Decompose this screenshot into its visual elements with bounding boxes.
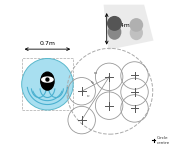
- Circle shape: [22, 58, 73, 110]
- Text: 0.7m: 0.7m: [39, 41, 55, 46]
- Text: $r_a$: $r_a$: [93, 71, 98, 77]
- Text: $r_c$: $r_c$: [86, 93, 91, 100]
- Text: $r_b$: $r_b$: [90, 80, 95, 87]
- Circle shape: [129, 18, 143, 32]
- Ellipse shape: [108, 24, 121, 40]
- Ellipse shape: [46, 78, 49, 81]
- Text: Circle
centre: Circle centre: [157, 136, 170, 145]
- Polygon shape: [104, 5, 154, 50]
- Ellipse shape: [42, 77, 53, 82]
- Ellipse shape: [41, 72, 54, 90]
- Ellipse shape: [130, 25, 143, 40]
- Text: 0.54m: 0.54m: [111, 23, 131, 28]
- Bar: [22, 58, 73, 110]
- Circle shape: [107, 16, 122, 31]
